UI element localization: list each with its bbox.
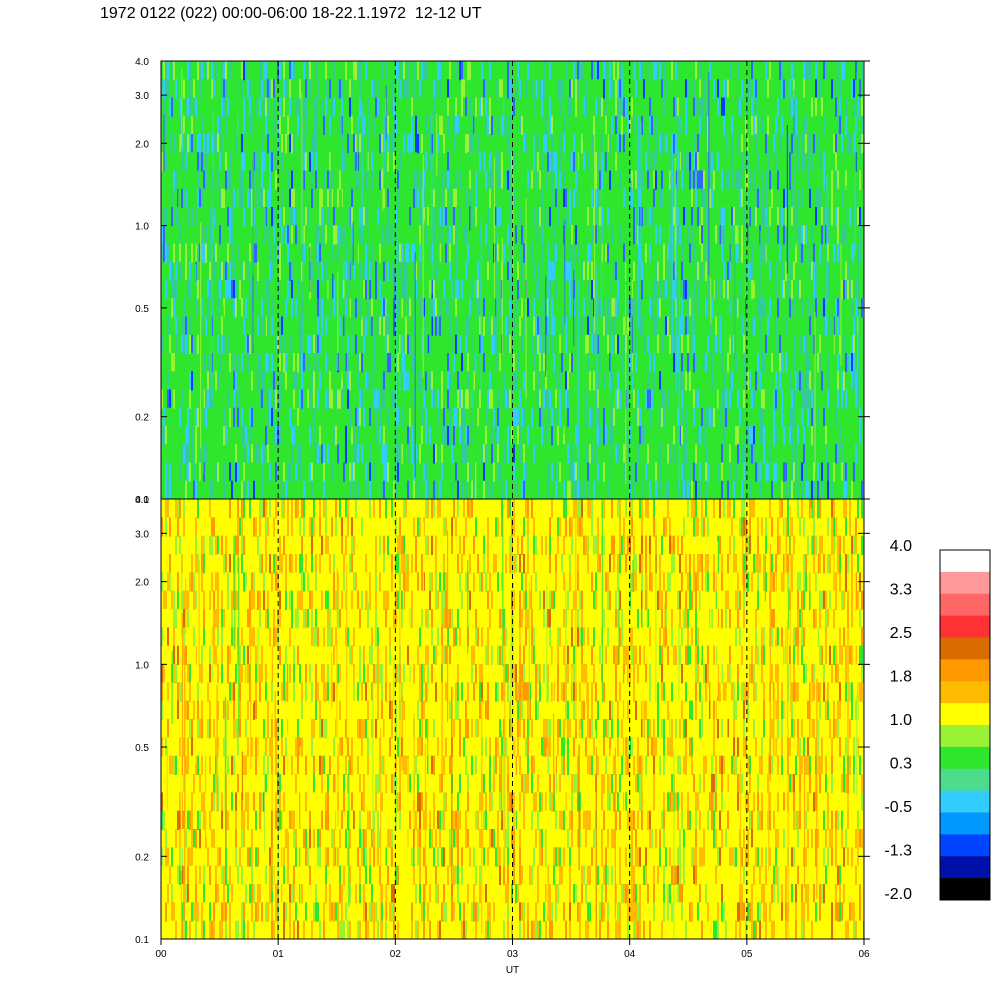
colorbar-swatch bbox=[940, 681, 990, 704]
x-tick-label: 04 bbox=[624, 949, 636, 960]
colorbar-label: 1.8 bbox=[890, 669, 912, 686]
y-tick-label: 4.0 bbox=[135, 495, 149, 506]
y-tick-label: 3.0 bbox=[135, 91, 149, 102]
chart-title: 1972 0122 (022) 00:00-06:00 18-22.1.1972… bbox=[100, 5, 482, 22]
colorbar-label: 3.3 bbox=[890, 582, 912, 599]
x-tick-label: 06 bbox=[858, 949, 870, 960]
colorbar-swatch bbox=[940, 550, 990, 573]
colorbar-label: 0.3 bbox=[890, 756, 912, 773]
x-tick-label: 01 bbox=[273, 949, 285, 960]
y-tick-label: 0.1 bbox=[135, 495, 149, 506]
x-axis-label: UT bbox=[506, 965, 519, 976]
colorbar-swatch bbox=[940, 856, 990, 879]
y-tick-label: 0.5 bbox=[135, 743, 149, 754]
colorbar-swatch bbox=[940, 637, 990, 660]
colorbar-swatch bbox=[940, 834, 990, 857]
colorbar-swatch bbox=[940, 703, 990, 726]
y-tick-label: 3.0 bbox=[135, 529, 149, 540]
colorbar-label: -0.5 bbox=[884, 799, 912, 816]
colorbar-swatch bbox=[940, 878, 990, 901]
colorbar-swatch bbox=[940, 725, 990, 748]
x-tick-label: 05 bbox=[741, 949, 753, 960]
y-tick-label: 1.0 bbox=[135, 222, 149, 233]
colorbar-swatch bbox=[940, 593, 990, 617]
x-axis: 00 01 02 03 04 05 06 UT bbox=[155, 939, 870, 976]
y-tick-label: 0.5 bbox=[135, 304, 149, 315]
colorbar-swatch bbox=[940, 659, 990, 682]
colorbar-border bbox=[939, 549, 991, 901]
colorbar-label: 1.0 bbox=[890, 712, 912, 729]
colorbar-swatch bbox=[940, 571, 990, 595]
y-axis-bottom: 0.1 0.2 0.5 1.0 2.0 3.0 4.0 bbox=[135, 495, 870, 946]
hour-markers bbox=[277, 61, 748, 939]
y-tick-label: 2.0 bbox=[135, 578, 149, 589]
colorbar: 4.0 3.3 2.5 1.8 1.0 0.3 -0.5 -1.3 -2.0 bbox=[884, 538, 991, 903]
y-tick-label: 4.0 bbox=[135, 57, 149, 68]
y-tick-label: 0.2 bbox=[135, 413, 149, 424]
y-tick-label: 1.0 bbox=[135, 660, 149, 671]
colorbar-swatch bbox=[940, 768, 990, 792]
colorbar-label: -1.3 bbox=[884, 843, 912, 860]
colorbar-label: 2.5 bbox=[890, 625, 912, 642]
colorbar-label: 4.0 bbox=[890, 538, 912, 555]
colorbar-swatch bbox=[940, 615, 990, 638]
x-tick-label: 03 bbox=[507, 949, 519, 960]
colorbar-label: -2.0 bbox=[884, 886, 912, 903]
y-tick-label: 0.2 bbox=[135, 852, 149, 863]
y-tick-label: 2.0 bbox=[135, 139, 149, 150]
x-tick-label: 00 bbox=[155, 949, 167, 960]
x-tick-label: 02 bbox=[390, 949, 402, 960]
y-tick-label: 0.1 bbox=[135, 935, 149, 946]
colorbar-swatch bbox=[940, 746, 990, 770]
colorbar-swatch bbox=[940, 812, 990, 835]
colorbar-swatch bbox=[940, 790, 990, 813]
